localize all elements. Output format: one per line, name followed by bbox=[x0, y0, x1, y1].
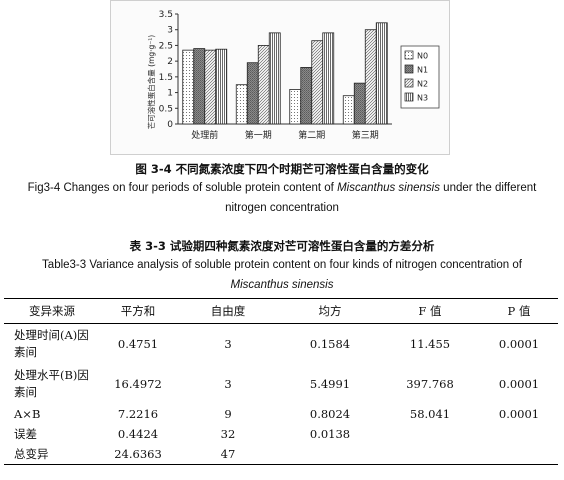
cell-ms: 5.4991 bbox=[309, 377, 351, 391]
header-ms: 均方 bbox=[318, 304, 342, 318]
table-row: A×B 7.2216 9 0.8024 58.041 0.0001 bbox=[4, 404, 558, 424]
figure-caption-en-text: Fig3-4 Changes on four periods of solubl… bbox=[27, 182, 338, 194]
table-row: 误差 0.4424 32 0.0138 bbox=[4, 424, 558, 444]
cell-df: 47 bbox=[220, 447, 236, 461]
bar-n0 bbox=[342, 95, 355, 125]
table-caption-en-line1: Table3-3 Variance analysis of soluble pr… bbox=[42, 259, 522, 271]
header-p: P 值 bbox=[507, 304, 531, 318]
x-tick-label: 第一期 bbox=[245, 129, 272, 141]
bar-n2 bbox=[364, 29, 377, 125]
cell-source: A×B bbox=[14, 406, 41, 421]
header-ss: 平方和 bbox=[120, 304, 156, 318]
bar-n2 bbox=[257, 45, 270, 125]
cell-ms: 0.8024 bbox=[309, 407, 351, 421]
x-tick-label: 处理前 bbox=[191, 129, 218, 141]
cell-ms bbox=[280, 444, 380, 465]
header-source: 变异来源 bbox=[29, 304, 75, 318]
bar-n1 bbox=[246, 62, 259, 125]
bar-n2 bbox=[204, 49, 217, 125]
bar-n0 bbox=[182, 49, 195, 125]
figure-caption-cn: 图 3-4 不同氮素浓度下四个时期芒可溶性蛋白含量的变化 bbox=[135, 162, 429, 176]
cell-p: 0.0001 bbox=[498, 377, 540, 391]
legend-swatch bbox=[404, 78, 414, 88]
y-tick-label: 1 bbox=[167, 89, 173, 99]
y-tick-label: 0 bbox=[167, 120, 173, 130]
legend-label: N0 bbox=[417, 52, 428, 61]
cell-source: 处理时间(A)因素间 bbox=[14, 328, 89, 359]
cell-p bbox=[480, 444, 558, 465]
y-tick-label: 2 bbox=[167, 57, 173, 67]
cell-df: 3 bbox=[224, 377, 232, 391]
cell-df: 32 bbox=[220, 427, 236, 441]
cell-f: 397.768 bbox=[406, 377, 454, 391]
x-tick-label: 第三期 bbox=[352, 129, 379, 141]
cell-p bbox=[480, 424, 558, 444]
cell-p: 0.0001 bbox=[498, 337, 540, 351]
cell-f bbox=[380, 444, 480, 465]
cell-ss: 24.6363 bbox=[114, 447, 162, 461]
cell-f bbox=[380, 424, 480, 444]
legend: N0 N1 N2 N3 bbox=[400, 45, 440, 109]
legend-swatch bbox=[404, 50, 414, 60]
y-tick-label: 0.5 bbox=[159, 104, 173, 114]
y-tick-label: 3.5 bbox=[159, 10, 173, 20]
cell-source: 误差 bbox=[14, 426, 37, 441]
cell-source: 总变异 bbox=[14, 446, 49, 461]
cell-ss: 7.2216 bbox=[117, 407, 159, 421]
cell-ss: 0.4751 bbox=[117, 337, 159, 351]
bar-n3 bbox=[375, 22, 388, 125]
header-f: F 值 bbox=[418, 304, 442, 318]
bar-n3 bbox=[215, 48, 228, 125]
legend-swatch bbox=[404, 92, 414, 102]
cell-df: 3 bbox=[224, 337, 232, 351]
cell-source: 处理水平(B)因素间 bbox=[14, 368, 89, 399]
y-tick-label: 2.5 bbox=[159, 41, 173, 51]
figure-caption-en-line1: Fig3-4 Changes on four periods of solubl… bbox=[0, 182, 564, 194]
table-header-row: 变异来源 平方和 自由度 均方 F 值 P 值 bbox=[4, 298, 558, 324]
x-tick-label: 第二期 bbox=[298, 129, 325, 141]
legend-label: N3 bbox=[417, 94, 428, 103]
legend-label: N2 bbox=[417, 80, 428, 89]
figure-caption-en-text-after: under the different bbox=[439, 182, 537, 194]
cell-f: 58.041 bbox=[409, 407, 451, 421]
figure-caption-species: Miscanthus sinensis bbox=[337, 182, 440, 194]
bar-n2 bbox=[311, 40, 324, 125]
cell-p: 0.0001 bbox=[498, 407, 540, 421]
y-tick-label: 3 bbox=[167, 26, 173, 36]
y-tick-label: 1.5 bbox=[159, 73, 173, 83]
bar-n1 bbox=[193, 48, 206, 125]
plot-area: 0 0.5 1 1.5 2 2.5 3 3.5 处理前 第一期 第二期 第三期 bbox=[159, 10, 392, 141]
bar-chart: 芒可溶性蛋白含量 (mg·g⁻¹) 0 0.5 1 1.5 2 2.5 3 3.5 处理前 第一期… bbox=[110, 0, 450, 155]
legend-swatch bbox=[404, 64, 414, 74]
table-caption-cn: 表 3-3 试验期四种氮素浓度对芒可溶性蛋白含量的方差分析 bbox=[129, 239, 435, 253]
table-caption-en-species: Miscanthus sinensis bbox=[230, 279, 334, 291]
bar-n0 bbox=[235, 84, 248, 125]
anova-table: 变异来源 平方和 自由度 均方 F 值 P 值 处理时间(A)因素间 0.475… bbox=[4, 298, 558, 465]
cell-ms: 0.0138 bbox=[309, 427, 351, 441]
y-axis-label: 芒可溶性蛋白含量 (mg·g⁻¹) bbox=[146, 35, 156, 129]
legend-label: N1 bbox=[417, 66, 428, 75]
table-row: 处理时间(A)因素间 0.4751 3 0.1584 11.455 0.0001 bbox=[4, 324, 558, 365]
cell-f: 11.455 bbox=[409, 337, 451, 351]
bar-n1 bbox=[300, 67, 313, 125]
bar-n0 bbox=[289, 89, 302, 125]
cell-ss: 16.4972 bbox=[114, 377, 162, 391]
header-df: 自由度 bbox=[210, 304, 246, 318]
figure-caption-en-line2: nitrogen concentration bbox=[225, 202, 339, 214]
cell-df: 9 bbox=[224, 407, 232, 421]
table-row: 处理水平(B)因素间 16.4972 3 5.4991 397.768 0.00… bbox=[4, 364, 558, 404]
bar-n3 bbox=[322, 32, 335, 125]
table-row: 总变异 24.6363 47 bbox=[4, 444, 558, 465]
cell-ss: 0.4424 bbox=[117, 427, 159, 441]
bar-n3 bbox=[268, 32, 281, 125]
cell-ms: 0.1584 bbox=[309, 337, 351, 351]
bar-n1 bbox=[353, 82, 366, 125]
